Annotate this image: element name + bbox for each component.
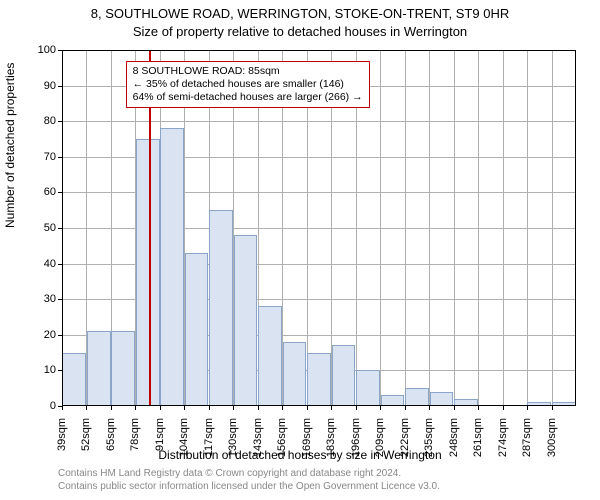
x-tick-label: 91sqm	[154, 418, 166, 468]
x-tickmark	[160, 406, 161, 410]
x-tick-label: 143sqm	[252, 418, 264, 468]
annotation-line: ← 35% of detached houses are smaller (14…	[133, 78, 363, 91]
x-tick-label: 65sqm	[105, 418, 117, 468]
y-tickmark	[58, 121, 62, 122]
x-tickmark	[503, 406, 504, 410]
x-tick-label: 235sqm	[423, 418, 435, 468]
x-tickmark	[429, 406, 430, 410]
x-tick-label: 248sqm	[448, 418, 460, 468]
annotation-line: 8 SOUTHLOWE ROAD: 85sqm	[133, 65, 363, 78]
x-tick-label: 78sqm	[129, 418, 141, 468]
x-tickmark	[258, 406, 259, 410]
x-tickmark	[405, 406, 406, 410]
y-tick-label: 50	[16, 222, 56, 234]
y-tickmark	[58, 157, 62, 158]
x-tick-label: 39sqm	[56, 418, 68, 468]
y-tick-label: 30	[16, 293, 56, 305]
chart-title-line2: Size of property relative to detached ho…	[0, 24, 600, 39]
x-tickmark	[307, 406, 308, 410]
y-tick-label: 70	[16, 151, 56, 163]
y-tickmark	[58, 335, 62, 336]
y-tick-label: 60	[16, 186, 56, 198]
y-tick-label: 10	[16, 364, 56, 376]
x-tick-label: 274sqm	[497, 418, 509, 468]
x-tickmark	[135, 406, 136, 410]
x-tick-label: 156sqm	[276, 418, 288, 468]
x-tickmark	[380, 406, 381, 410]
y-tick-label: 100	[16, 44, 56, 56]
x-tickmark	[111, 406, 112, 410]
y-axis-label: Number of detached properties	[3, 63, 17, 228]
x-tickmark	[233, 406, 234, 410]
y-tick-label: 0	[16, 400, 56, 412]
y-tickmark	[58, 370, 62, 371]
annotation-line: 64% of semi-detached houses are larger (…	[133, 91, 363, 104]
x-tick-label: 169sqm	[301, 418, 313, 468]
plot-area: 8 SOUTHLOWE ROAD: 85sqm ← 35% of detache…	[62, 50, 576, 406]
y-tickmark	[58, 86, 62, 87]
x-tickmark	[184, 406, 185, 410]
y-tickmark	[58, 299, 62, 300]
x-tickmark	[454, 406, 455, 410]
x-tickmark	[331, 406, 332, 410]
x-tick-label: 222sqm	[399, 418, 411, 468]
x-tick-label: 300sqm	[546, 418, 558, 468]
footer-line: Contains public sector information licen…	[58, 481, 440, 494]
y-tick-label: 40	[16, 258, 56, 270]
x-tickmark	[86, 406, 87, 410]
y-tickmark	[58, 228, 62, 229]
x-tick-label: 104sqm	[178, 418, 190, 468]
annotation-box: 8 SOUTHLOWE ROAD: 85sqm ← 35% of detache…	[126, 61, 370, 108]
x-tick-label: 209sqm	[374, 418, 386, 468]
x-tickmark	[527, 406, 528, 410]
x-tick-label: 130sqm	[227, 418, 239, 468]
x-tickmark	[356, 406, 357, 410]
y-tickmark	[58, 264, 62, 265]
x-tick-label: 261sqm	[472, 418, 484, 468]
x-tick-label: 52sqm	[80, 418, 92, 468]
y-tick-label: 80	[16, 115, 56, 127]
y-tick-label: 20	[16, 329, 56, 341]
x-tickmark	[478, 406, 479, 410]
x-tickmark	[62, 406, 63, 410]
y-tickmark	[58, 50, 62, 51]
x-tickmark	[282, 406, 283, 410]
x-tick-label: 196sqm	[350, 418, 362, 468]
footer-line: Contains HM Land Registry data © Crown c…	[58, 468, 440, 481]
x-tickmark	[552, 406, 553, 410]
y-tick-label: 90	[16, 80, 56, 92]
x-tick-label: 287sqm	[521, 418, 533, 468]
x-tick-label: 117sqm	[203, 418, 215, 468]
x-tick-label: 183sqm	[325, 418, 337, 468]
footer-attribution: Contains HM Land Registry data © Crown c…	[58, 468, 440, 493]
y-tickmark	[58, 192, 62, 193]
x-tickmark	[209, 406, 210, 410]
chart-title-line1: 8, SOUTHLOWE ROAD, WERRINGTON, STOKE-ON-…	[0, 6, 600, 21]
